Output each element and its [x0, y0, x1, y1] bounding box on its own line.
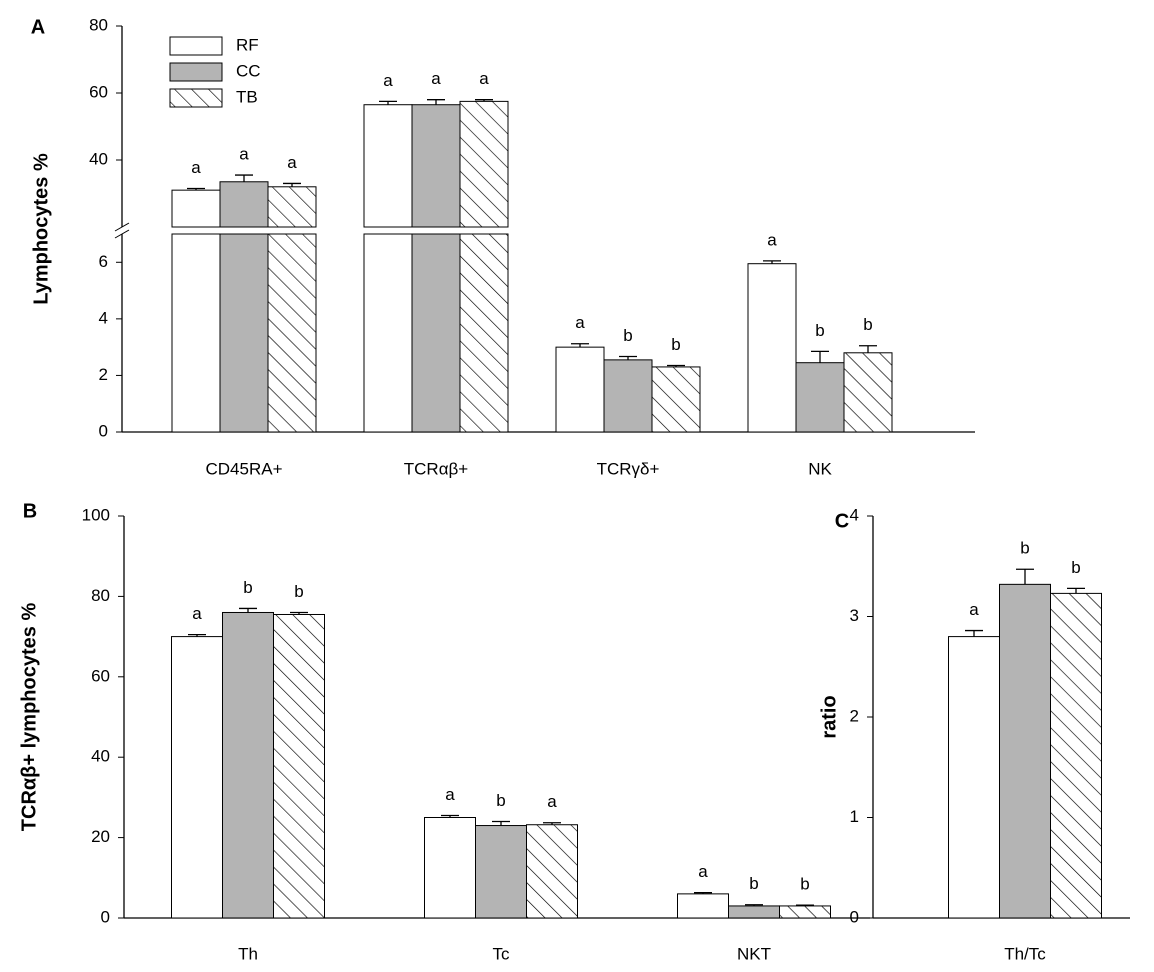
x-tick-label: CD45RA+	[205, 459, 282, 478]
significance-letter: b	[294, 582, 303, 601]
y-tick-label: 80	[91, 586, 110, 605]
bar	[747, 263, 797, 433]
bar	[779, 905, 831, 919]
legend-swatch	[169, 36, 223, 56]
bar	[603, 359, 653, 433]
legend-label: TB	[236, 87, 258, 106]
bar	[555, 346, 605, 433]
legend-label: RF	[236, 35, 259, 54]
y-tick-label: 40	[89, 149, 108, 168]
significance-letter: a	[431, 69, 441, 88]
y-tick-label: 60	[89, 82, 108, 101]
bar	[999, 583, 1051, 919]
x-tick-label: Th/Tc	[1004, 944, 1046, 963]
legend-swatch	[169, 88, 223, 108]
bar	[651, 366, 701, 433]
x-tick-label: NKT	[737, 944, 771, 963]
y-tick-label: 0	[850, 907, 859, 926]
bar	[171, 233, 221, 433]
x-tick-label: Th	[238, 944, 258, 963]
bar	[475, 825, 527, 919]
y-tick-label: 6	[99, 252, 108, 271]
x-tick-label: Tc	[493, 944, 511, 963]
bar	[273, 613, 325, 919]
significance-letter: a	[383, 71, 393, 90]
significance-letter: b	[623, 326, 632, 345]
axis-break	[114, 222, 130, 232]
legend-swatch	[169, 62, 223, 82]
y-axis-label: Lymphocytes %	[30, 153, 52, 305]
bar	[219, 233, 269, 433]
y-tick-label: 100	[82, 505, 110, 524]
bar	[267, 233, 317, 433]
y-tick-label: 0	[101, 907, 110, 926]
y-tick-label: 4	[99, 308, 108, 327]
x-tick-label: TCRαβ+	[404, 459, 469, 478]
significance-letter: a	[575, 313, 585, 332]
bar	[424, 817, 476, 919]
y-tick-label: 80	[89, 15, 108, 34]
bar	[948, 636, 1000, 919]
y-tick-label: 4	[850, 505, 859, 524]
significance-letter: b	[800, 875, 809, 894]
significance-letter: b	[671, 335, 680, 354]
y-tick-label: 60	[91, 666, 110, 685]
bar	[222, 611, 274, 919]
bar	[411, 233, 461, 433]
y-tick-label: 1	[850, 807, 859, 826]
bar	[843, 352, 893, 433]
significance-letter: b	[815, 321, 824, 340]
significance-letter: a	[191, 158, 201, 177]
significance-letter: b	[1071, 558, 1080, 577]
axis-break	[114, 229, 130, 239]
significance-letter: b	[863, 315, 872, 334]
significance-letter: a	[287, 153, 297, 172]
significance-letter: a	[547, 792, 557, 811]
bar	[171, 636, 223, 919]
x-tick-label: TCRγδ+	[597, 459, 660, 478]
significance-letter: b	[243, 578, 252, 597]
bar	[267, 186, 317, 228]
legend-label: CC	[236, 61, 261, 80]
significance-letter: a	[192, 604, 202, 623]
y-tick-label: 2	[99, 365, 108, 384]
significance-letter: a	[445, 785, 455, 804]
y-tick-label: 20	[91, 827, 110, 846]
significance-letter: a	[767, 230, 777, 249]
bar	[1050, 592, 1102, 919]
significance-letter: b	[749, 874, 758, 893]
bar	[795, 362, 845, 433]
bar	[411, 104, 461, 228]
y-tick-label: 40	[91, 747, 110, 766]
y-tick-label: 2	[850, 706, 859, 725]
y-tick-label: 0	[99, 421, 108, 440]
significance-letter: a	[239, 145, 249, 164]
panel-label: C	[835, 510, 849, 532]
x-tick-label: NK	[808, 459, 832, 478]
significance-letter: a	[479, 69, 489, 88]
bar	[677, 893, 729, 919]
y-axis-label: ratio	[818, 695, 840, 738]
bar	[363, 233, 413, 433]
bar	[459, 100, 509, 228]
panel-label: B	[23, 500, 37, 522]
bar	[526, 824, 578, 919]
significance-letter: a	[698, 862, 708, 881]
y-axis-label: TCRαβ+ lymphocytes %	[18, 603, 40, 832]
y-tick-label: 3	[850, 606, 859, 625]
bar	[363, 104, 413, 228]
bar	[171, 189, 221, 228]
bar	[728, 905, 780, 919]
significance-letter: b	[496, 791, 505, 810]
panel-label: A	[31, 16, 45, 38]
bar	[219, 181, 269, 228]
significance-letter: b	[1020, 539, 1029, 558]
bar	[459, 233, 509, 433]
significance-letter: a	[969, 600, 979, 619]
